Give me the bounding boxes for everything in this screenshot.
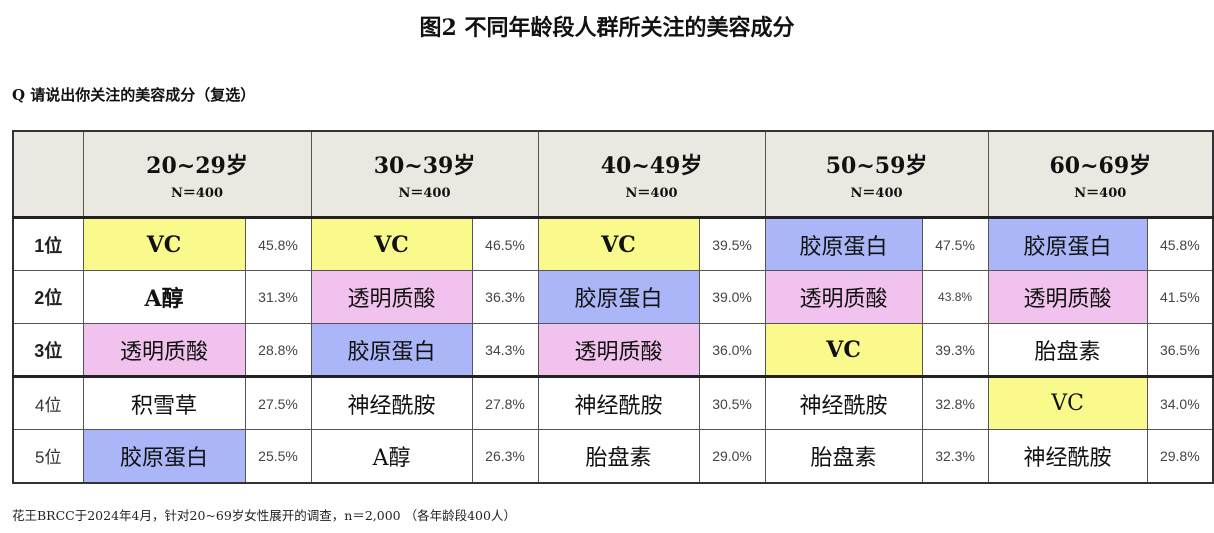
age-label: 40~49岁 bbox=[600, 152, 703, 179]
rank-label: 4位 bbox=[12, 376, 84, 430]
ingredient-cell: 透明质酸 bbox=[537, 323, 700, 378]
age-label: 50~59岁 bbox=[825, 152, 928, 179]
percentage-cell: 29.0% bbox=[698, 429, 766, 483]
ingredient-cell: 胎盘素 bbox=[764, 429, 923, 483]
ingredient-cell: 胶原蛋白 bbox=[310, 323, 473, 378]
ingredient-cell: A醇 bbox=[82, 270, 246, 324]
percentage-cell: 34.3% bbox=[471, 323, 539, 378]
table-row: 1位 VC 45.8% VC 46.5% VC 39.5% 胶原蛋白 47.5% 胶原蛋白 45.8… bbox=[12, 217, 1214, 271]
percentage-cell: 30.5% bbox=[698, 376, 766, 430]
ingredient-cell: 胶原蛋白 bbox=[537, 270, 700, 324]
ingredient-cell: 积雪草 bbox=[82, 376, 246, 430]
corner-cell bbox=[12, 130, 84, 219]
percentage-cell: 32.8% bbox=[921, 376, 989, 430]
question-text: Q 请说出你关注的美容成分（复选） bbox=[12, 86, 256, 104]
ingredient-cell: 胎盘素 bbox=[987, 323, 1148, 378]
sample-size: N＝400 bbox=[850, 185, 903, 201]
ingredient-cell: 胶原蛋白 bbox=[764, 217, 923, 271]
ingredient-cell: A醇 bbox=[310, 429, 473, 483]
percentage-cell: 47.5% bbox=[921, 217, 989, 271]
percentage-cell: 36.0% bbox=[698, 323, 766, 378]
percentage-cell: 45.8% bbox=[244, 217, 312, 271]
ingredient-cell: VC bbox=[310, 217, 473, 271]
percentage-cell: 39.5% bbox=[698, 217, 766, 271]
ingredient-cell: 神经酰胺 bbox=[537, 376, 700, 430]
ranking-table: 20~29岁 N＝400 30~39岁 N＝400 40~49岁 N＝400 50~59岁 N… bbox=[12, 130, 1214, 484]
percentage-cell: 27.8% bbox=[471, 376, 539, 430]
ingredient-cell: 透明质酸 bbox=[764, 270, 923, 324]
ingredient-cell: 神经酰胺 bbox=[764, 376, 923, 430]
sample-size: N＝400 bbox=[1074, 185, 1127, 201]
sample-size: N＝400 bbox=[398, 185, 451, 201]
ingredient-cell: VC bbox=[987, 376, 1148, 430]
ingredient-cell: VC bbox=[82, 217, 246, 271]
percentage-cell: 45.8% bbox=[1146, 217, 1214, 271]
percentage-cell: 39.0% bbox=[698, 270, 766, 324]
percentage-cell: 27.5% bbox=[244, 376, 312, 430]
age-group-header: 20~29岁 N＝400 bbox=[82, 130, 312, 219]
percentage-cell: 26.3% bbox=[471, 429, 539, 483]
rank-label: 2位 bbox=[12, 270, 84, 324]
percentage-cell: 34.0% bbox=[1146, 376, 1214, 430]
percentage-cell: 43.8% bbox=[921, 270, 989, 324]
percentage-cell: 28.8% bbox=[244, 323, 312, 378]
age-label: 20~29岁 bbox=[146, 152, 248, 179]
ingredient-cell: 透明质酸 bbox=[310, 270, 473, 324]
age-label: 60~69岁 bbox=[1049, 152, 1152, 179]
table-row: 5位 胶原蛋白 25.5% A醇 26.3% 胎盘素 29.0% 胎盘素 32.3% 神经酰胺 29… bbox=[12, 429, 1214, 483]
age-group-header: 60~69岁 N＝400 bbox=[987, 130, 1214, 219]
sample-size: N＝400 bbox=[625, 185, 678, 201]
percentage-cell: 29.8% bbox=[1146, 429, 1214, 483]
percentage-cell: 46.5% bbox=[471, 217, 539, 271]
table-row: 3位 透明质酸 28.8% 胶原蛋白 34.3% 透明质酸 36.0% VC 39.3% 胎盘素 3… bbox=[12, 323, 1214, 378]
ingredient-cell: 透明质酸 bbox=[82, 323, 246, 378]
ingredient-cell: 神经酰胺 bbox=[310, 376, 473, 430]
table-row: 4位 积雪草 27.5% 神经酰胺 27.8% 神经酰胺 30.5% 神经酰胺 32.8% VC 3… bbox=[12, 376, 1214, 430]
ingredient-cell: VC bbox=[764, 323, 923, 378]
age-group-header: 50~59岁 N＝400 bbox=[764, 130, 989, 219]
percentage-cell: 39.3% bbox=[921, 323, 989, 378]
source-note: 花王BRCC于2024年4月，针对20~69岁女性展开的调查，n＝2,000 （… bbox=[12, 508, 516, 523]
ingredient-cell: 胎盘素 bbox=[537, 429, 700, 483]
ingredient-cell: 胶原蛋白 bbox=[82, 429, 246, 483]
ingredient-cell: 胶原蛋白 bbox=[987, 217, 1148, 271]
rank-label: 1位 bbox=[12, 217, 84, 271]
age-group-header: 40~49岁 N＝400 bbox=[537, 130, 766, 219]
ingredient-cell: 透明质酸 bbox=[987, 270, 1148, 324]
table-row: 2位 A醇 31.3% 透明质酸 36.3% 胶原蛋白 39.0% 透明质酸 43.8% 透明质酸… bbox=[12, 270, 1214, 324]
ingredient-cell: VC bbox=[537, 217, 700, 271]
age-group-header: 30~39岁 N＝400 bbox=[310, 130, 539, 219]
ingredient-cell: 神经酰胺 bbox=[987, 429, 1148, 483]
age-label: 30~39岁 bbox=[373, 152, 476, 179]
rank-label: 3位 bbox=[12, 323, 84, 378]
percentage-cell: 36.3% bbox=[471, 270, 539, 324]
percentage-cell: 36.5% bbox=[1146, 323, 1214, 378]
percentage-cell: 25.5% bbox=[244, 429, 312, 483]
figure-title: 图2 不同年龄段人群所关注的美容成分 bbox=[419, 15, 795, 41]
percentage-cell: 41.5% bbox=[1146, 270, 1214, 324]
percentage-cell: 31.3% bbox=[244, 270, 312, 324]
rank-label: 5位 bbox=[12, 429, 84, 483]
sample-size: N＝400 bbox=[170, 185, 224, 201]
percentage-cell: 32.3% bbox=[921, 429, 989, 483]
